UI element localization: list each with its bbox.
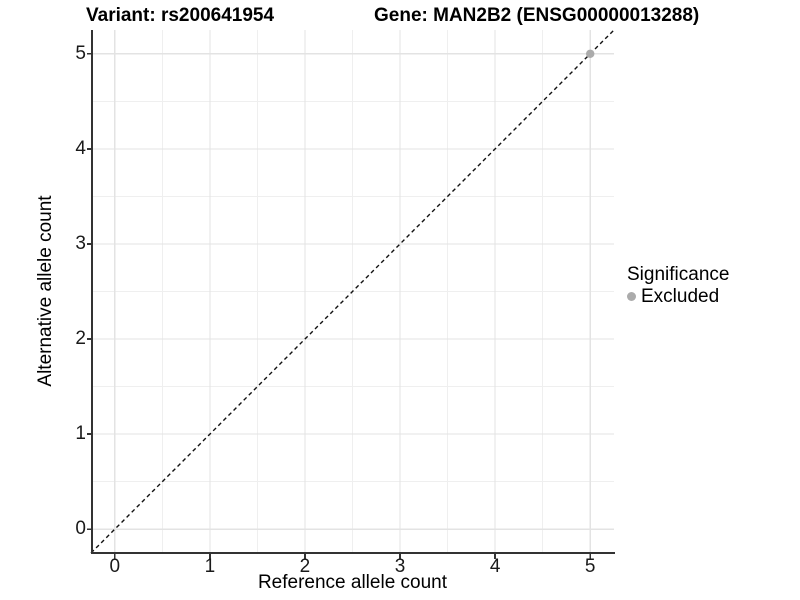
y-tick-label: 0: [75, 518, 86, 540]
y-tick-label: 2: [75, 328, 86, 350]
y-tick-label: 3: [75, 232, 86, 254]
y-axis-title: Alternative allele count: [35, 195, 56, 387]
excluded-point-icon: [627, 292, 636, 301]
plot-title-variant: Variant: rs200641954: [86, 5, 275, 26]
y-tick-label: 1: [75, 423, 86, 445]
x-tick-label: 0: [109, 556, 121, 577]
legend: Significance Excluded: [627, 264, 729, 307]
plot-title-gene: Gene: MAN2B2 (ENSG00000013288): [374, 5, 700, 26]
legend-title: Significance: [627, 264, 730, 285]
legend-item-excluded: Excluded: [627, 286, 729, 307]
x-tick-label: 2: [299, 556, 311, 577]
y-tick-label: 4: [75, 137, 86, 159]
identity-dashed-line: [90, 29, 615, 554]
x-tick-label: 1: [204, 556, 216, 577]
x-axis-title: Reference allele count: [257, 572, 448, 593]
y-tick-label: 5: [75, 42, 86, 64]
data-point: [586, 49, 595, 58]
legend-item-label: Excluded: [641, 286, 720, 307]
x-tick-label: 3: [394, 556, 406, 577]
x-tick-label: 4: [489, 556, 501, 577]
x-tick-label: 5: [584, 556, 596, 577]
